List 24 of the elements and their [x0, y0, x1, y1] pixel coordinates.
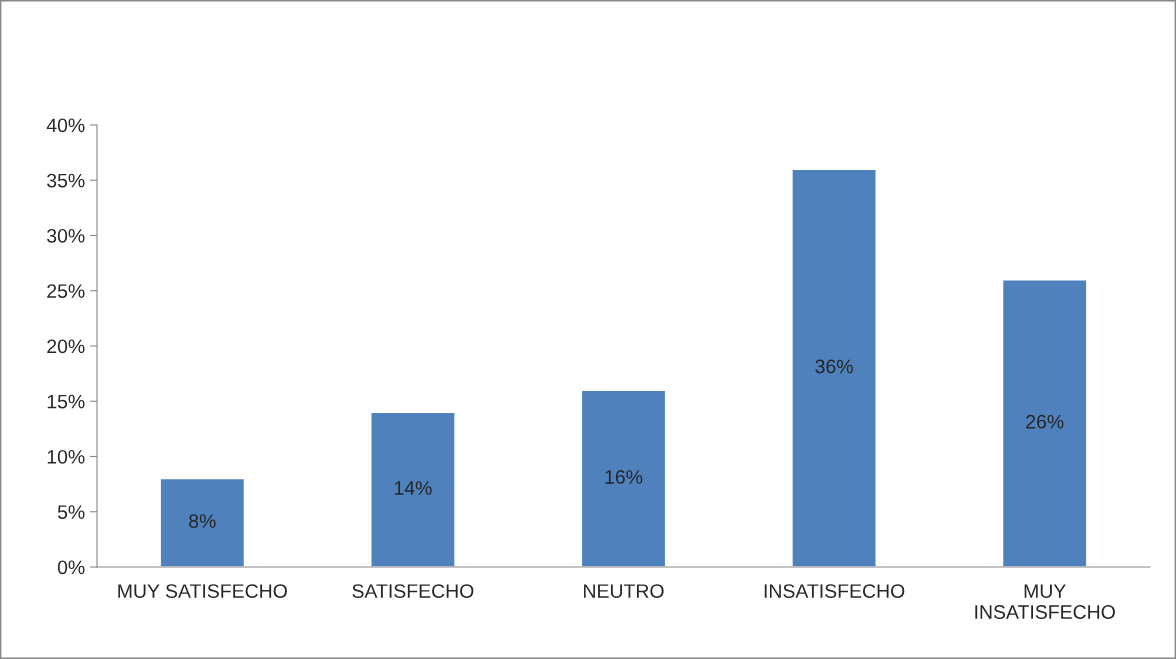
y-tick-label: 0%	[57, 560, 85, 575]
y-tick-label: 15%	[47, 394, 85, 409]
x-tick-label: MUY SATISFECHO	[118, 584, 287, 598]
y-tick-label: 5%	[57, 505, 85, 519]
bar	[370, 411, 456, 567]
x-tick-label: MUY INSATISFECHO	[975, 584, 1115, 619]
bar	[580, 389, 667, 567]
bar	[791, 168, 877, 567]
data-label: 16%	[605, 470, 643, 484]
bar	[1001, 279, 1088, 567]
data-label: 26%	[1026, 414, 1064, 429]
y-tick-label: 20%	[47, 339, 85, 354]
x-tick-label: SATISFECHO	[352, 584, 474, 598]
x-tick-label: NEUTRO	[584, 584, 664, 598]
y-tick-label: 35%	[47, 173, 85, 188]
bar	[159, 477, 246, 567]
x-tick-label: INSATISFECHO	[764, 584, 905, 598]
data-label: 8%	[189, 514, 216, 529]
data-label: 14%	[394, 481, 432, 495]
y-tick-label: 25%	[47, 284, 85, 298]
y-tick-label: 10%	[47, 449, 85, 464]
data-label: 36%	[815, 359, 853, 374]
y-tick-label: 40%	[46, 118, 85, 133]
y-tick-label: 30%	[47, 228, 85, 243]
